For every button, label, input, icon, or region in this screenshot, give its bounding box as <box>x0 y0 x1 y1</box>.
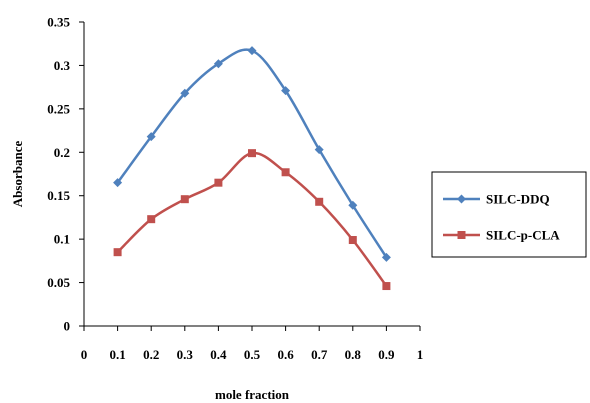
series-layer <box>113 46 391 291</box>
data-point <box>247 46 257 56</box>
data-point <box>180 88 190 98</box>
data-point <box>281 86 291 96</box>
legend-box <box>431 171 587 258</box>
legend-marker <box>457 194 466 204</box>
legend: SILC-DDQ SILC-p-CLA <box>431 171 587 258</box>
y-tick-label: 0.1 <box>54 232 70 247</box>
plot-area: 0 0.05 0.1 0.15 0.2 0.25 0.3 0.35 0 0.1 0.2 0.3 0.4… <box>47 15 423 363</box>
data-point <box>314 145 324 155</box>
y-tick-label: 0.35 <box>47 15 70 30</box>
x-axis-title: mole fraction <box>215 387 290 402</box>
data-point <box>348 200 358 210</box>
data-point <box>214 178 223 187</box>
x-tick-label: 0.6 <box>277 347 294 362</box>
data-point <box>381 252 391 262</box>
y-tick-label: 0.15 <box>47 188 70 203</box>
y-tick-label: 0.05 <box>47 275 70 290</box>
series-1 <box>113 46 391 262</box>
legend-label: SILC-DDQ <box>486 192 550 207</box>
x-tick-label: 0.2 <box>143 347 159 362</box>
series-line <box>116 151 388 287</box>
x-ticks: 0 0.1 0.2 0.3 0.4 0.5 0.6 0.7 0.8 0.9 1 <box>81 326 424 362</box>
x-tick-label: 1 <box>417 347 424 362</box>
legend-label: SILC-p-CLA <box>486 228 560 243</box>
x-tick-label: 0.1 <box>109 347 125 362</box>
x-tick-label: 0.5 <box>244 347 261 362</box>
data-point <box>315 197 324 206</box>
x-tick-label: 0.4 <box>210 347 227 362</box>
data-point <box>113 248 122 257</box>
x-tick-label: 0.7 <box>311 347 328 362</box>
data-point <box>382 282 391 291</box>
x-tick-label: 0.3 <box>177 347 194 362</box>
data-point <box>180 195 189 204</box>
legend-marker <box>457 231 466 239</box>
y-tick-label: 0.3 <box>54 58 71 73</box>
data-point <box>113 178 123 188</box>
y-tick-label: 0 <box>64 319 71 334</box>
y-tick-label: 0.2 <box>54 145 70 160</box>
x-tick-label: 0.8 <box>345 347 362 362</box>
y-ticks: 0 0.05 0.1 0.15 0.2 0.25 0.3 0.35 <box>47 15 84 334</box>
x-tick-label: 0.9 <box>378 347 395 362</box>
data-point <box>281 168 290 177</box>
series-2 <box>113 149 391 291</box>
y-axis-title: Absorbance <box>10 141 25 208</box>
data-point <box>248 149 256 158</box>
data-point <box>348 236 357 245</box>
data-point <box>213 59 223 69</box>
legend-item: SILC-DDQ <box>443 192 550 207</box>
legend-items: SILC-DDQ SILC-p-CLA <box>443 192 560 243</box>
data-point <box>147 215 156 224</box>
x-tick-label: 0 <box>81 347 88 362</box>
y-tick-label: 0.25 <box>47 101 70 116</box>
data-point <box>146 132 156 142</box>
legend-item: SILC-p-CLA <box>443 228 560 243</box>
